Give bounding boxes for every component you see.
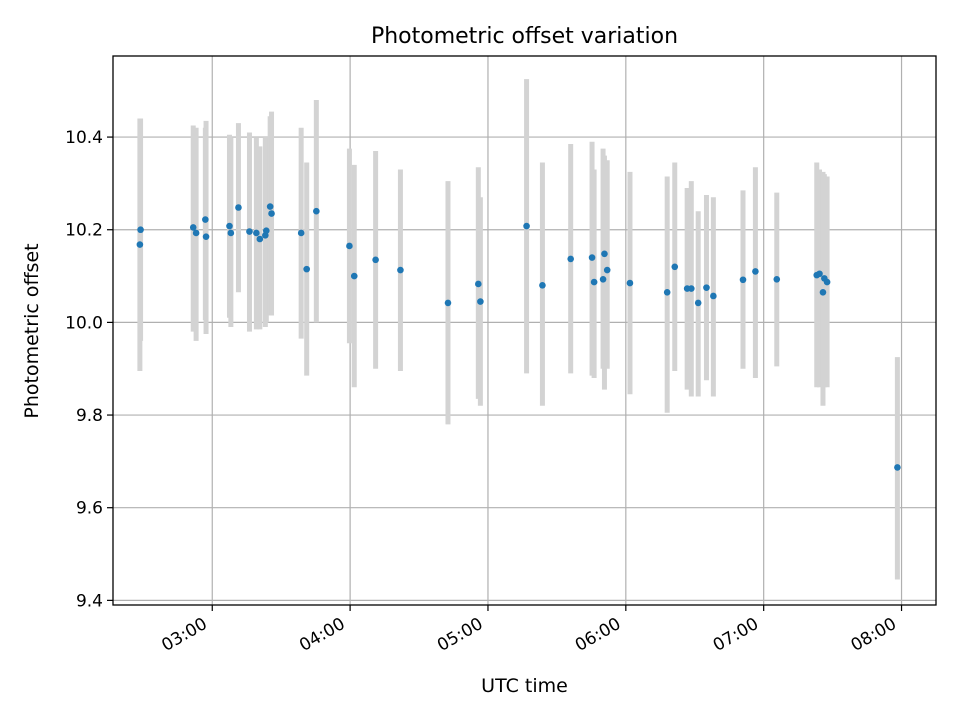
data-point xyxy=(752,268,759,275)
data-point xyxy=(603,266,611,274)
x-axis-label: UTC time xyxy=(481,675,568,697)
data-point xyxy=(688,285,695,292)
data-point xyxy=(539,282,546,289)
data-point xyxy=(601,250,608,258)
chart-title: Photometric offset variation xyxy=(371,24,678,49)
data-point xyxy=(266,203,274,210)
data-point xyxy=(246,228,253,235)
data-point xyxy=(256,235,264,243)
data-point xyxy=(397,266,404,274)
data-point xyxy=(710,292,717,300)
data-point xyxy=(823,278,831,286)
data-point xyxy=(192,229,200,237)
data-point xyxy=(189,224,197,231)
data-point xyxy=(567,255,574,263)
y-tick-label: 9.8 xyxy=(76,406,103,426)
y-tick-label: 10.0 xyxy=(65,313,103,333)
data-point xyxy=(226,222,233,230)
data-point xyxy=(136,241,144,248)
data-point xyxy=(475,280,482,288)
data-point xyxy=(671,263,679,271)
data-point xyxy=(663,288,671,296)
data-point xyxy=(773,276,781,283)
data-point xyxy=(477,298,484,305)
plot-area-frame xyxy=(112,55,937,606)
data-point xyxy=(297,229,305,237)
y-tick-label: 9.4 xyxy=(76,591,103,611)
data-point xyxy=(444,299,452,307)
data-point xyxy=(626,279,634,287)
data-point xyxy=(523,222,530,230)
data-point xyxy=(350,272,358,280)
data-point xyxy=(235,204,242,211)
data-point xyxy=(694,299,702,307)
data-point xyxy=(137,226,144,234)
data-point xyxy=(227,229,235,237)
data-point xyxy=(894,464,901,471)
data-point xyxy=(599,276,607,283)
data-points xyxy=(136,203,901,471)
data-point xyxy=(313,207,320,215)
y-axis-label: Photometric offset xyxy=(21,243,43,418)
data-point xyxy=(739,276,747,284)
y-tick-label: 10.2 xyxy=(65,221,103,241)
data-point xyxy=(253,229,260,237)
data-point xyxy=(590,278,598,286)
data-point xyxy=(372,256,379,264)
data-point xyxy=(202,216,209,223)
data-point xyxy=(703,284,710,291)
y-tick-label: 10.4 xyxy=(65,128,103,148)
data-point xyxy=(816,270,823,278)
data-point xyxy=(268,210,275,217)
data-point xyxy=(202,233,210,240)
data-point xyxy=(346,242,353,250)
data-point xyxy=(819,288,827,296)
data-point xyxy=(588,254,596,261)
data-point xyxy=(303,265,310,273)
y-tick-label: 9.6 xyxy=(76,499,103,519)
y-axis-ticks: 9.4 9.6 9.8 10.0 10.2 10.4 xyxy=(65,128,113,611)
data-point xyxy=(262,227,270,234)
